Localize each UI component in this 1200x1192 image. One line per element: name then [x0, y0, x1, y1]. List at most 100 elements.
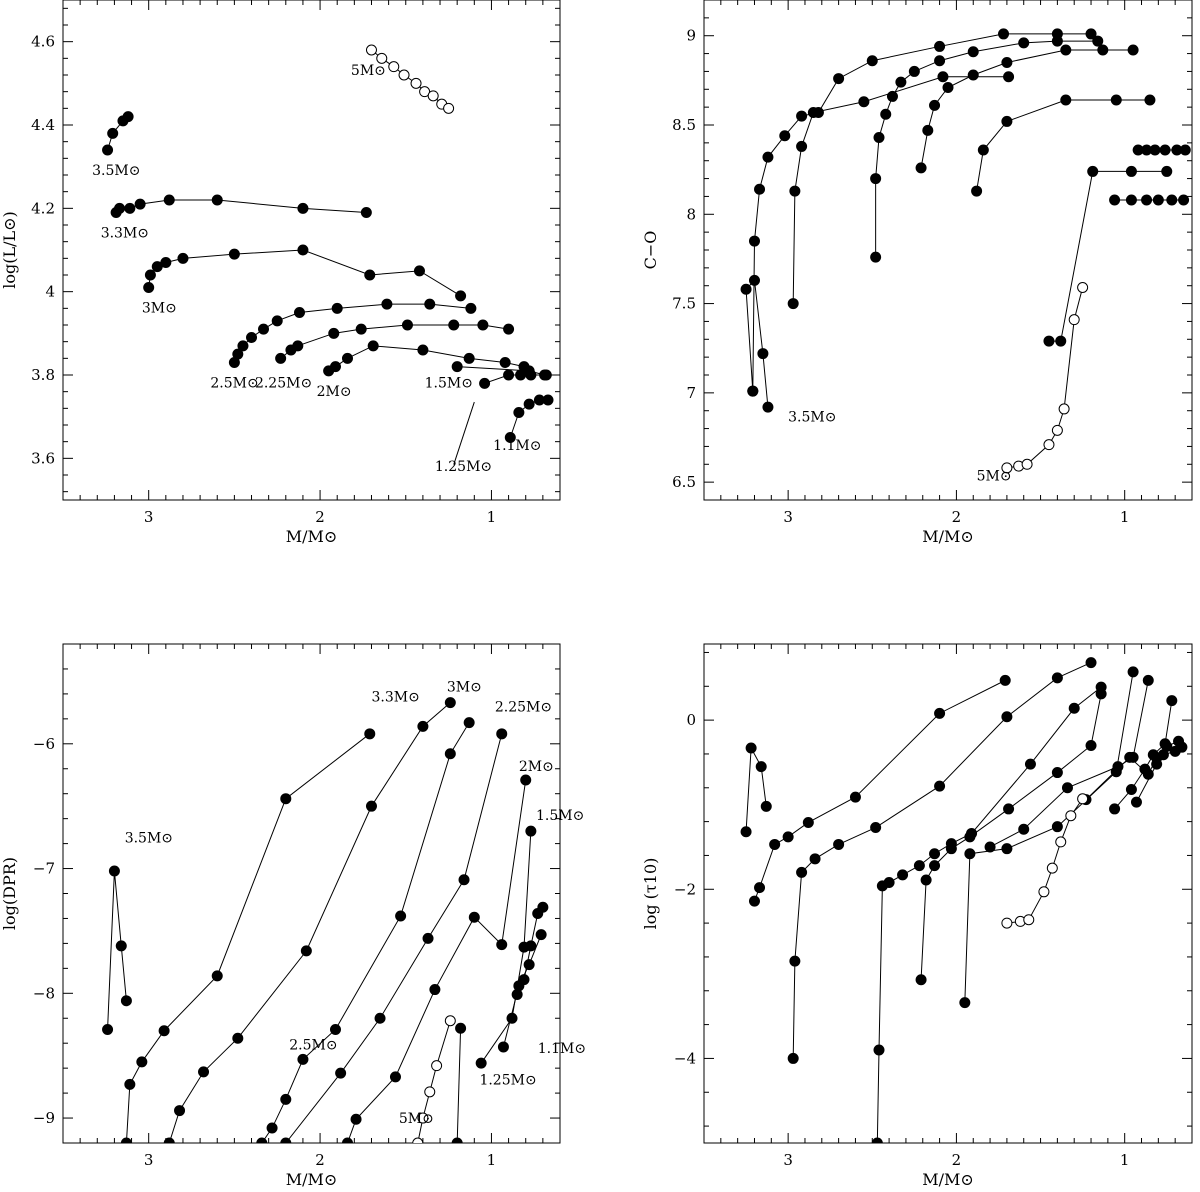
- series-annotation: 5M⊙: [977, 468, 1012, 484]
- data-point-3p3M: [779, 130, 791, 142]
- data-point-3p3M: [796, 110, 808, 122]
- data-point-2p25M: [942, 82, 954, 93]
- data-point-3p3M: [280, 793, 292, 805]
- data-point-3M: [796, 140, 808, 152]
- series-annotation: 1.25M⊙: [435, 459, 492, 475]
- data-point-1p1M: [1147, 749, 1159, 761]
- data-point-1p25M: [451, 1137, 463, 1143]
- data-point-5M: [365, 44, 377, 56]
- data-point-3p3M: [120, 1137, 132, 1143]
- data-point-3p5M: [760, 800, 772, 812]
- data-point-2p25M: [401, 319, 413, 331]
- series-group: [102, 44, 554, 443]
- series-line-3p5M: [745, 746, 767, 832]
- data-point-2p5M: [897, 869, 909, 881]
- data-point-2p5M: [331, 302, 343, 314]
- data-point-2p5M: [237, 340, 249, 352]
- y-tick-label: 4.2: [31, 199, 55, 217]
- data-point-2M: [1001, 843, 1013, 855]
- data-point-3M: [796, 866, 808, 878]
- data-point-3M: [444, 697, 456, 709]
- series-annotation: 1.5M⊙: [425, 376, 473, 392]
- y-tick-label: 4: [45, 283, 55, 301]
- data-point-1p1M: [1125, 783, 1137, 795]
- data-point-3p3M: [114, 202, 126, 214]
- data-point-3M: [174, 1105, 186, 1117]
- data-point-3p5M: [108, 865, 120, 877]
- series-annotation: 1.1M⊙: [538, 1041, 586, 1057]
- data-point-1p1M: [513, 980, 525, 992]
- data-point-2p5M: [934, 55, 946, 67]
- data-point-2p25M: [374, 1012, 386, 1024]
- data-point-3M: [143, 282, 155, 293]
- data-point-5M: [412, 1137, 424, 1143]
- data-point-1p1M: [1125, 194, 1137, 206]
- data-point-3M: [858, 96, 870, 108]
- y-tick-label: 8: [686, 205, 696, 223]
- data-point-1p25M-tail: [537, 901, 549, 913]
- data-point-2p25M: [915, 974, 927, 986]
- data-point-3M: [934, 780, 946, 792]
- data-point-2M: [971, 185, 983, 197]
- series-line-1p5M: [989, 680, 1149, 848]
- data-point-3M: [300, 945, 312, 957]
- series-line-2p25M: [920, 49, 1134, 168]
- data-point-5M: [1001, 462, 1013, 474]
- data-point-2p5M: [967, 46, 979, 58]
- series-line-2p5M: [876, 686, 1102, 1143]
- data-point-3M: [870, 822, 882, 834]
- data-point-2p5M: [870, 173, 882, 185]
- data-point-5M: [427, 90, 439, 102]
- data-point-1p5M: [984, 841, 996, 853]
- x-axis-label: M/M⊙: [922, 1170, 974, 1189]
- x-tick-label: 3: [783, 1151, 793, 1169]
- data-point-2p5M: [1018, 37, 1030, 49]
- series-line-5M: [1006, 287, 1084, 469]
- y-tick-label: 7: [686, 384, 696, 402]
- data-point-5M: [1058, 403, 1070, 415]
- data-point-2M: [964, 848, 976, 860]
- data-point-2p5M: [870, 251, 882, 263]
- x-tick-label: 1: [487, 1151, 497, 1169]
- data-point-1p5M: [1149, 144, 1161, 156]
- data-point-3M: [809, 853, 821, 865]
- data-point-1p5M: [1112, 761, 1124, 773]
- data-point-2p25M: [328, 327, 340, 339]
- data-point-2p5M: [297, 1053, 309, 1065]
- data-point-2M: [1051, 821, 1063, 833]
- data-point-2M: [389, 1071, 401, 1083]
- data-point-2M: [496, 939, 508, 951]
- series-annotation: 1.1M⊙: [493, 438, 541, 454]
- series-annotation: 2.5M⊙: [289, 1037, 337, 1053]
- data-point-2p5M: [280, 1093, 292, 1105]
- data-point-5M: [424, 1086, 436, 1098]
- series-annotation: 2M⊙: [519, 759, 554, 775]
- data-point-2M: [341, 1137, 353, 1143]
- data-point-1p25M-tail: [525, 940, 537, 952]
- series-line-1p25M: [456, 1028, 462, 1143]
- data-point-3M: [937, 71, 949, 83]
- data-point-2M: [520, 774, 532, 786]
- data-point-2p25M: [335, 1067, 347, 1079]
- data-point-3p5M: [102, 144, 114, 156]
- y-axis-label: C−O: [641, 231, 660, 270]
- data-point-3p3M: [211, 194, 223, 206]
- data-point-2p5M: [1051, 35, 1063, 47]
- data-point-2p5M: [1092, 35, 1104, 47]
- data-point-3p3M: [748, 235, 760, 247]
- data-point-3p5M: [115, 940, 127, 952]
- x-tick-label: 1: [487, 508, 497, 526]
- data-point-2p25M: [967, 69, 979, 81]
- data-point-2M: [977, 144, 989, 156]
- data-point-1p5M: [1018, 823, 1030, 835]
- data-point-1p1M: [513, 407, 525, 418]
- data-point-1p1M: [1141, 194, 1153, 206]
- data-point-1p5M: [1159, 144, 1171, 156]
- data-point-2p25M: [448, 319, 460, 331]
- data-point-3p3M: [754, 183, 766, 195]
- y-axis-label: log (τ10): [641, 858, 660, 930]
- data-point-2p5M: [873, 1044, 885, 1056]
- y-tick-label: −8: [33, 984, 55, 1002]
- data-point-2M: [1001, 115, 1013, 127]
- y-tick-label: 0: [686, 711, 696, 729]
